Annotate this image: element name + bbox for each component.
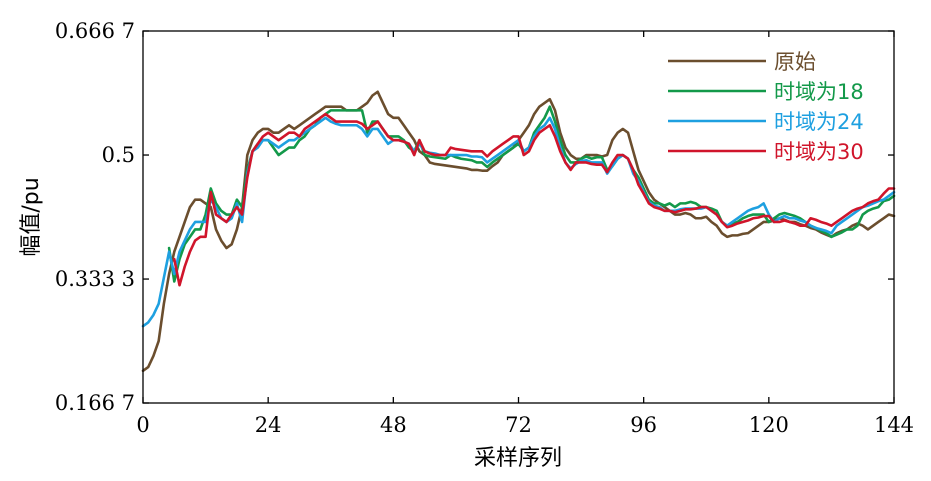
- x-tick-label: 72: [505, 413, 532, 437]
- x-axis-label: 采样序列: [474, 446, 562, 471]
- x-tick-label: 120: [749, 413, 789, 437]
- x-tick-label: 24: [255, 413, 282, 437]
- y-axis-label: 幅值/pu: [19, 177, 44, 256]
- legend-label-3: 时域为30: [774, 140, 864, 164]
- x-tick-label: 0: [136, 413, 149, 437]
- y-tick-label: 0.5: [102, 143, 135, 167]
- legend-label-1: 时域为18: [774, 80, 864, 104]
- series-line-3: [172, 112, 896, 287]
- x-tick-label: 144: [874, 413, 914, 437]
- x-tick-label: 48: [380, 413, 407, 437]
- y-tick-label: 0.166 7: [55, 391, 135, 415]
- x-tick-label: 96: [630, 413, 657, 437]
- legend-label-0: 原始: [774, 50, 816, 74]
- legend-label-2: 时域为24: [774, 110, 864, 134]
- y-tick-label: 0.666 7: [55, 19, 135, 43]
- y-tick-label: 0.333 3: [55, 267, 135, 291]
- series-layer: [141, 90, 896, 373]
- tick-layer: 0 24 48 72 96 120 144 0.166 7 0.333 3 0.5 0.666 7: [55, 19, 914, 437]
